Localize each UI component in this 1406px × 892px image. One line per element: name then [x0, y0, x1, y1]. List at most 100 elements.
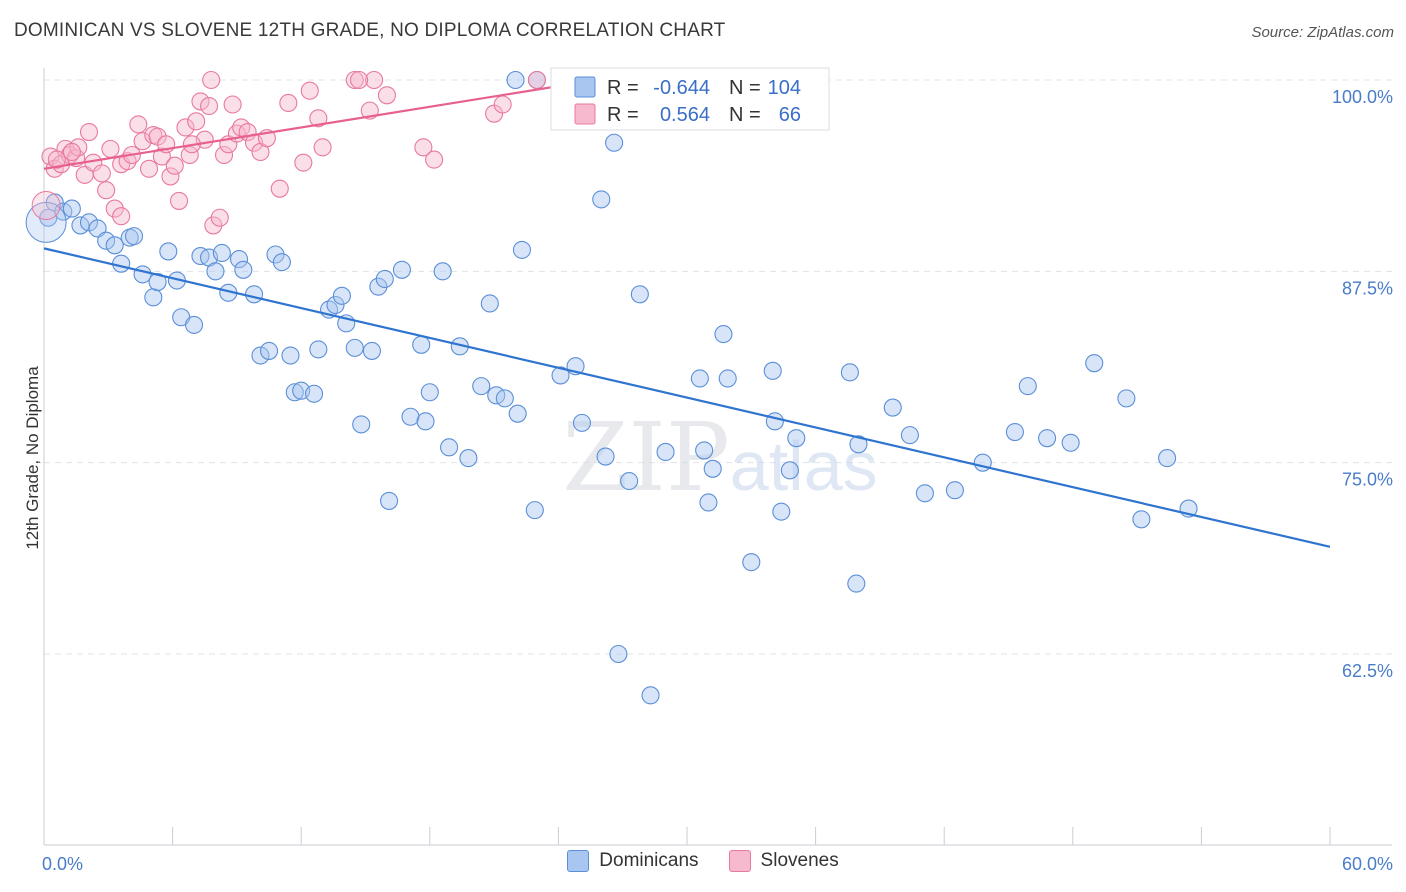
chart-title: DOMINICAN VS SLOVENE 12TH GRADE, NO DIPL…: [14, 20, 726, 41]
dominican-point: [305, 384, 324, 403]
dominican-point: [105, 236, 124, 255]
dominican-point: [266, 245, 285, 264]
dominican-point: [699, 493, 718, 512]
dominican-point: [1117, 389, 1136, 408]
slovene-point: [493, 95, 512, 114]
slovene-point: [300, 81, 319, 100]
slovene-point: [165, 156, 184, 175]
x-tick-label: 0.0%: [42, 854, 83, 874]
y-tick-label: 87.5%: [1342, 278, 1393, 298]
y-tick-label: 100.0%: [1332, 87, 1393, 107]
slovenes-swatch: [728, 850, 751, 872]
legend-r-value-2: 0.564: [660, 104, 710, 126]
dominican-point: [765, 412, 784, 431]
slovene-point: [97, 181, 116, 200]
slovene-point: [69, 138, 88, 157]
dominican-point: [512, 240, 532, 259]
dominican-point: [495, 389, 514, 408]
dominican-point: [362, 341, 381, 360]
slovene-point: [270, 179, 289, 198]
dominican-point: [1061, 433, 1080, 452]
dominican-point: [1158, 449, 1177, 468]
dominican-point: [285, 383, 304, 402]
dominican-point: [592, 190, 611, 209]
dominican-point: [345, 338, 364, 357]
dominican-point: [1018, 377, 1037, 396]
slovene-point: [180, 145, 199, 165]
dominican-point: [551, 366, 570, 385]
slovene-point: [92, 164, 111, 183]
dominican-point: [133, 265, 152, 284]
dominican-point: [212, 243, 231, 263]
slovene-point: [313, 138, 332, 157]
legend-swatch-pink: [574, 103, 596, 125]
dominican-point: [206, 262, 225, 281]
source-label: Source: ZipAtlas.com: [1251, 24, 1394, 41]
dominican-point: [847, 574, 866, 593]
stats-legend: R = -0.644 N = 104 R = 0.564 N = 66: [550, 67, 830, 131]
dominican-point: [433, 262, 452, 281]
dominican-point: [472, 377, 491, 396]
dominican-point: [763, 361, 782, 380]
slovene-point: [232, 118, 251, 137]
dominican-point: [112, 254, 131, 273]
slovene-point: [204, 216, 223, 235]
dominican-point: [144, 288, 163, 307]
slovene-point: [47, 150, 66, 169]
dominican-point: [1038, 429, 1057, 448]
dominican-point: [480, 294, 499, 313]
dominican-point: [630, 285, 649, 304]
legend-item-slovenes: Slovenes: [728, 850, 839, 872]
slovene-point: [279, 93, 298, 113]
slovene-point: [62, 142, 81, 161]
dominican-point: [596, 447, 615, 466]
dominican-point: [401, 407, 420, 426]
dominican-point: [184, 315, 204, 334]
dominican-point: [945, 481, 964, 500]
dominican-point: [690, 369, 709, 388]
slovene-point: [365, 70, 384, 90]
dominican-point: [620, 471, 639, 491]
dominican-point: [883, 398, 902, 417]
grid-lines: [44, 79, 1392, 655]
dominicans-swatch: [567, 850, 590, 872]
dominican-point: [714, 325, 733, 344]
slovene-point: [214, 145, 234, 165]
dominican-point: [605, 133, 624, 152]
legend-r-label-2: R =: [607, 104, 639, 126]
slovene-point: [425, 150, 444, 169]
slovene-point: [112, 207, 131, 226]
dominican-point: [332, 286, 351, 305]
dominican-point: [772, 502, 791, 521]
dominican-point-cluster: [25, 201, 67, 243]
slovene-point: [377, 86, 396, 105]
slovene-point: [199, 96, 219, 116]
dominican-point: [326, 295, 345, 315]
dominican-point: [718, 369, 737, 388]
dominican-point: [1005, 423, 1024, 442]
dominicans-trend-line: [43, 247, 1331, 548]
dominican-point: [380, 491, 399, 510]
slovene-point: [187, 112, 206, 131]
dominican-point: [440, 438, 459, 457]
dominican-point: [352, 415, 371, 434]
slovene-point: [129, 115, 148, 134]
legend-box: [550, 67, 830, 131]
dominican-point: [1132, 510, 1151, 529]
dominican-point: [392, 260, 411, 279]
slovene-point: [191, 92, 210, 111]
dominican-point: [572, 413, 592, 432]
x-tick-label: 60.0%: [1342, 854, 1393, 874]
dominican-point: [234, 260, 253, 279]
x-tick-labels: 0.0% 60.0%: [42, 854, 1393, 874]
slovene-point: [345, 70, 364, 90]
legend-n-value-1: 104: [768, 77, 801, 99]
y-axis-label: 12th Grade, No Diploma: [23, 366, 42, 550]
slovene-point: [161, 167, 180, 186]
slovene-point: [202, 70, 221, 90]
slovene-point: [294, 153, 313, 172]
dominican-point: [229, 250, 249, 269]
dominican-point: [272, 253, 291, 272]
dominican-point: [459, 449, 478, 468]
